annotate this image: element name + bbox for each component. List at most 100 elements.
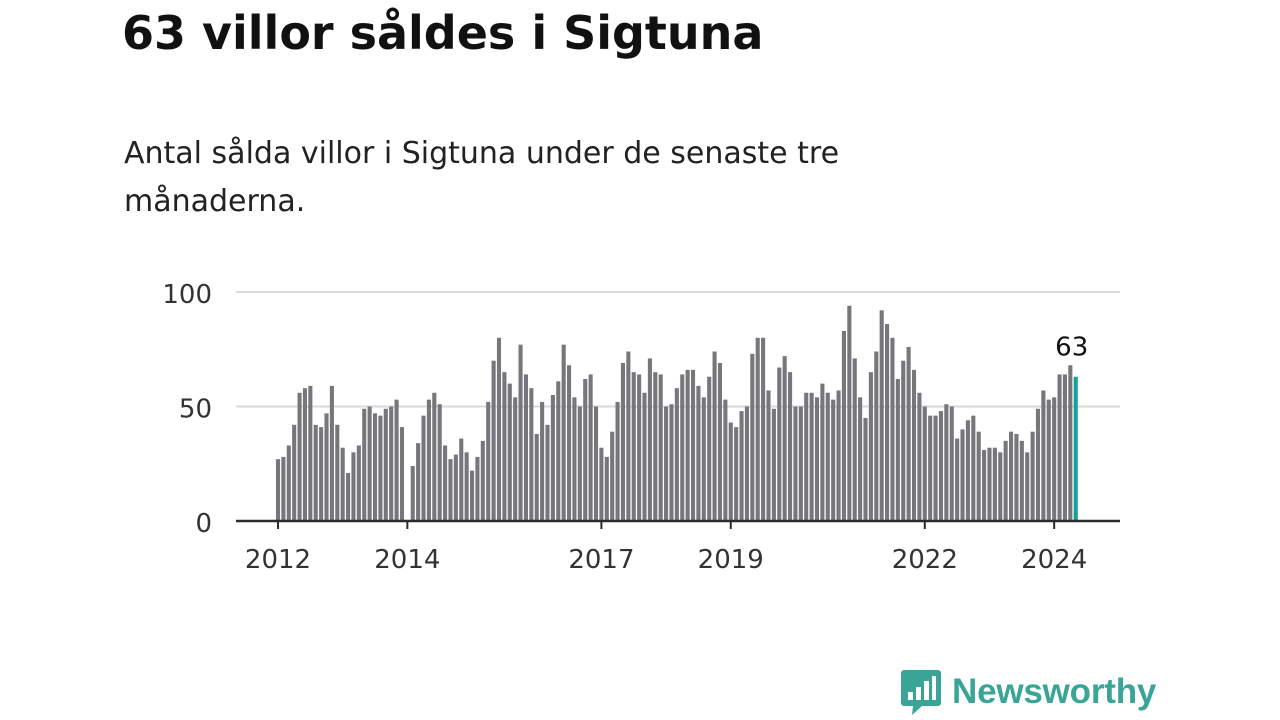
y-tick-label-50: 50 bbox=[179, 395, 212, 425]
bar bbox=[955, 438, 960, 521]
bar bbox=[938, 411, 944, 521]
bar bbox=[701, 397, 706, 521]
bar bbox=[653, 372, 658, 521]
bar bbox=[389, 406, 394, 521]
bar bbox=[771, 408, 776, 521]
bar bbox=[874, 351, 879, 521]
bar bbox=[1041, 390, 1046, 521]
bar bbox=[766, 390, 771, 521]
chart-subtitle: Antal sålda villor i Sigtuna under de se… bbox=[124, 136, 840, 219]
bar bbox=[529, 388, 534, 521]
x-tick-label-2019: 2019 bbox=[698, 545, 764, 575]
bar bbox=[685, 369, 690, 521]
bar bbox=[987, 447, 992, 521]
bar bbox=[620, 362, 626, 521]
bar bbox=[664, 406, 669, 521]
bar bbox=[1030, 431, 1035, 521]
x-tick-label-2024: 2024 bbox=[1021, 545, 1087, 575]
bar bbox=[437, 404, 442, 521]
bar bbox=[788, 372, 793, 521]
bar-highlight bbox=[1073, 376, 1078, 521]
bar bbox=[1035, 408, 1041, 521]
bar bbox=[308, 385, 313, 521]
bar bbox=[971, 415, 976, 521]
bar bbox=[734, 427, 739, 521]
bar bbox=[895, 379, 900, 521]
bar bbox=[750, 353, 755, 521]
bar bbox=[960, 429, 965, 521]
bar bbox=[394, 399, 399, 521]
bar bbox=[965, 420, 970, 521]
bar bbox=[588, 374, 593, 521]
bar bbox=[383, 408, 388, 521]
bar bbox=[281, 456, 286, 521]
bar bbox=[739, 411, 744, 521]
bar bbox=[346, 472, 351, 521]
bar-series bbox=[275, 305, 1078, 521]
bar bbox=[998, 452, 1003, 521]
bar bbox=[1046, 399, 1051, 521]
bar bbox=[550, 395, 555, 521]
bar bbox=[976, 431, 981, 521]
newsworthy-logo: Newsworthy bbox=[900, 668, 1156, 716]
y-tick-label-0: 0 bbox=[195, 509, 212, 539]
bar bbox=[577, 406, 582, 521]
bar bbox=[761, 337, 766, 521]
bar bbox=[669, 404, 674, 521]
bar bbox=[464, 452, 469, 521]
bar bbox=[475, 456, 480, 521]
bar bbox=[1068, 365, 1073, 521]
bar bbox=[513, 397, 518, 521]
bar bbox=[982, 450, 987, 521]
bar bbox=[286, 445, 291, 521]
bar-chart-speech-bubble-icon bbox=[901, 670, 941, 715]
bar bbox=[906, 346, 911, 521]
bar bbox=[868, 372, 873, 521]
bar bbox=[1014, 433, 1019, 521]
bar bbox=[297, 392, 302, 521]
x-tick-label-2017: 2017 bbox=[568, 545, 634, 575]
bar bbox=[949, 406, 954, 521]
bar bbox=[793, 406, 798, 521]
bar bbox=[496, 337, 502, 521]
bar bbox=[340, 447, 345, 521]
bar bbox=[432, 392, 437, 521]
bar bbox=[275, 459, 281, 521]
bar bbox=[426, 399, 431, 521]
bar bbox=[712, 351, 717, 521]
axis-labels: 0 50 100 63 2012 2014 2017 2019 2022 2024 bbox=[162, 280, 1088, 575]
bar bbox=[831, 399, 836, 521]
bar bbox=[313, 424, 318, 521]
bar bbox=[378, 415, 383, 521]
bar bbox=[367, 406, 372, 521]
bar bbox=[782, 356, 787, 521]
bar bbox=[583, 379, 588, 521]
y-tick-label-100: 100 bbox=[162, 280, 212, 310]
bar bbox=[836, 390, 841, 521]
x-tick-label-2014: 2014 bbox=[374, 545, 440, 575]
x-tick-label-2022: 2022 bbox=[892, 545, 958, 575]
bar bbox=[480, 440, 485, 521]
bar bbox=[1025, 452, 1030, 521]
bar bbox=[674, 388, 679, 521]
bar bbox=[728, 422, 733, 521]
bar bbox=[443, 445, 448, 521]
bar bbox=[453, 454, 458, 521]
bar bbox=[556, 381, 561, 521]
bar bbox=[1052, 397, 1057, 521]
bar bbox=[841, 330, 846, 521]
bar bbox=[858, 397, 863, 521]
bar bbox=[416, 443, 421, 521]
bar bbox=[1008, 431, 1014, 521]
bar bbox=[798, 406, 803, 521]
bar bbox=[804, 392, 809, 521]
bar bbox=[1057, 374, 1062, 521]
bar bbox=[631, 372, 636, 521]
bar bbox=[911, 369, 917, 521]
bar bbox=[777, 367, 782, 521]
bar bbox=[917, 392, 922, 521]
bar bbox=[820, 383, 825, 521]
bar bbox=[658, 374, 663, 521]
bar bbox=[992, 447, 997, 521]
bar bbox=[486, 401, 491, 521]
